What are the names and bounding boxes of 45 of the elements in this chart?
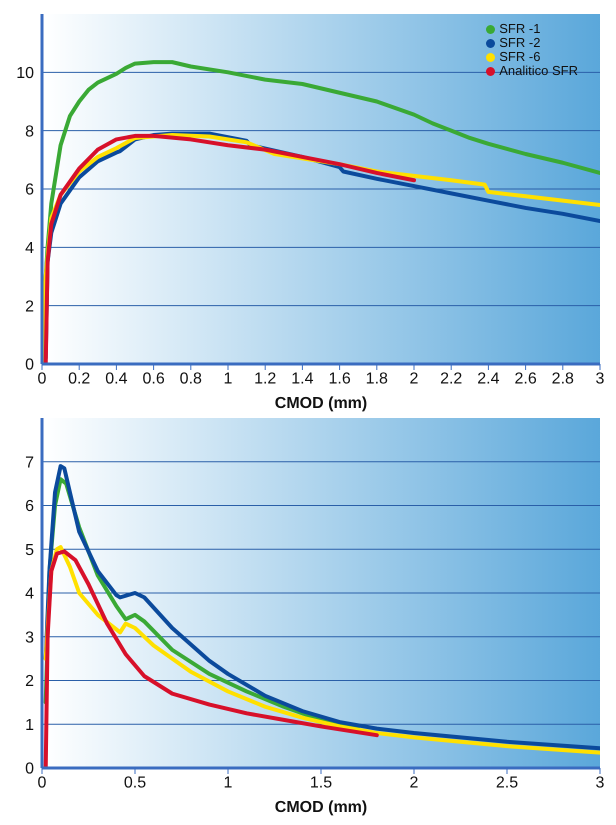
- y-tick-label: 4: [25, 240, 34, 258]
- line-series: [44, 549, 379, 768]
- x-tick-label: 2.6: [514, 370, 537, 388]
- y-tick-label: 5: [25, 542, 34, 559]
- x-tick-label: 1.6: [328, 370, 351, 388]
- x-tick-label: 2.5: [496, 774, 518, 792]
- x-tick-label: 0.8: [180, 370, 202, 388]
- x-tick-label: 3: [596, 370, 605, 388]
- x-tick-label: 0.6: [142, 370, 165, 388]
- legend-label: SFR -6: [499, 49, 540, 64]
- x-tick-label: 3: [596, 774, 605, 792]
- x-tick-label: 1: [224, 774, 233, 792]
- x-tick-label: 1.5: [310, 774, 332, 792]
- x-tick-label: 0: [38, 774, 47, 792]
- y-tick-label: 7: [25, 454, 34, 472]
- x-tick-label: 0: [38, 370, 47, 388]
- y-tick-label: 6: [25, 182, 34, 199]
- x-tick-label: 0.4: [105, 370, 128, 388]
- legend-label: SFR -1: [499, 21, 540, 36]
- x-tick-label: 1: [224, 370, 233, 388]
- y-tick-label: 0: [25, 356, 34, 374]
- y-tick-label: 4: [25, 586, 34, 603]
- x-tick-label: 2: [410, 774, 419, 792]
- y-tick-label: 8: [25, 123, 34, 140]
- x-tick-label: 2.8: [552, 370, 574, 388]
- x-axis-title: CMOD (mm): [274, 799, 368, 816]
- legend-label: SFR -2: [499, 35, 540, 50]
- y-tick-label: 1: [25, 716, 34, 734]
- legend-label: Analitico SFR: [499, 63, 578, 78]
- line-series: [44, 134, 416, 364]
- y-tick-label: 10: [16, 65, 34, 82]
- y-tick-label: 0: [25, 760, 34, 778]
- y-tick-label: 2: [25, 298, 34, 316]
- y-tick-label: 6: [25, 498, 34, 516]
- y-tick-label: 2: [25, 673, 34, 690]
- x-tick-label: 2.2: [440, 370, 462, 388]
- x-axis-title: CMOD (mm): [274, 395, 368, 412]
- x-tick-label: 1.4: [291, 370, 314, 388]
- x-tick-label: 1.8: [366, 370, 388, 388]
- y-tick-label: 3: [25, 629, 34, 646]
- x-tick-label: 2.4: [477, 370, 500, 388]
- x-tick-label: 2: [410, 370, 419, 388]
- x-tick-label: 0.5: [124, 774, 146, 792]
- x-tick-label: 1.2: [254, 370, 276, 388]
- x-tick-label: 0.2: [68, 370, 90, 388]
